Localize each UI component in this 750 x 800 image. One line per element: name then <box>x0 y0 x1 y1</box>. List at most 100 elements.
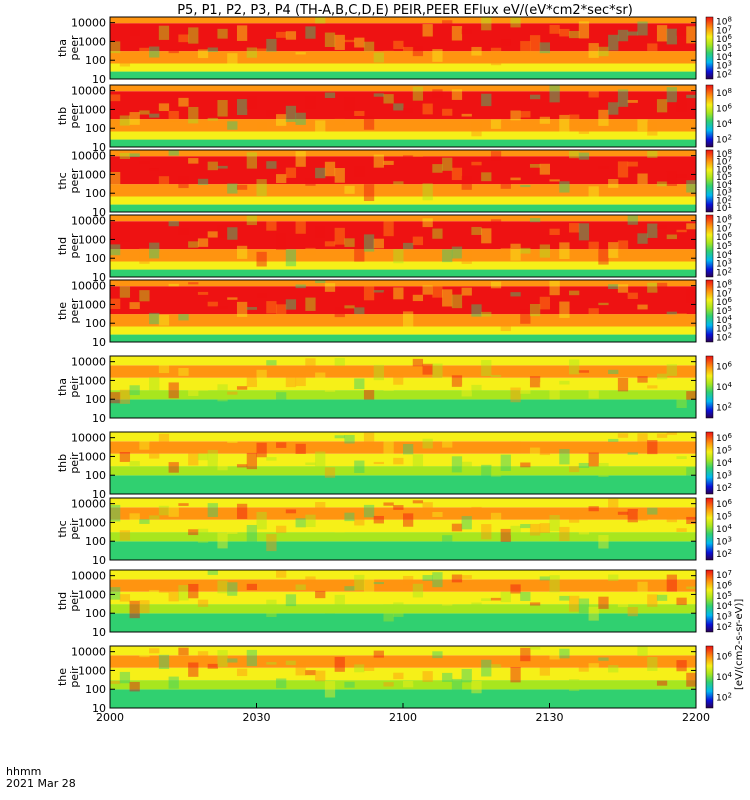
spectrogram-texture <box>158 252 170 259</box>
panel-frame <box>109 16 697 80</box>
spectrogram-texture <box>158 176 170 185</box>
spectrogram-texture <box>373 364 384 381</box>
spectrogram-texture <box>158 586 170 593</box>
spectrogram-band <box>110 475 696 494</box>
spectrogram-texture <box>266 662 277 665</box>
spectrogram-texture <box>246 47 257 58</box>
spectrogram-texture <box>246 376 257 388</box>
spectrogram-texture <box>520 184 531 188</box>
spectrogram-texture <box>608 574 619 581</box>
spectrogram-texture <box>129 112 140 125</box>
spectrogram-texture <box>617 89 629 107</box>
spectrogram-texture <box>246 215 257 226</box>
y-tick-label: 100 <box>85 607 106 620</box>
spectrogram-texture <box>588 506 599 512</box>
spectrogram-texture <box>403 155 414 160</box>
spectrogram-texture <box>451 523 463 532</box>
spectrogram-texture <box>656 225 668 229</box>
spectrogram-texture <box>344 586 355 591</box>
spectrogram-texture <box>305 178 316 186</box>
spectrogram-texture <box>324 92 336 98</box>
spectrogram-texture <box>627 31 638 36</box>
panel-species-label: peir <box>68 376 81 398</box>
colorbar <box>705 279 714 343</box>
spectrogram-texture <box>149 442 160 459</box>
spectrogram-texture <box>637 511 648 521</box>
spectrogram-texture <box>383 160 394 165</box>
colorbar <box>705 355 714 419</box>
spectrogram-texture <box>178 435 189 441</box>
panel-frame <box>109 569 697 633</box>
spectrogram-texture <box>422 575 433 581</box>
spectrogram-texture <box>168 505 179 517</box>
y-tick-label: 10 <box>92 336 106 349</box>
spectrogram-texture <box>110 587 121 600</box>
spectrogram-texture <box>334 168 345 183</box>
spectrogram-texture <box>354 37 365 48</box>
spectrogram-texture <box>578 598 590 614</box>
spectrogram-texture <box>666 364 677 376</box>
spectrogram-texture <box>139 519 150 524</box>
spectrogram-band <box>110 17 696 24</box>
spectrogram-texture <box>598 165 609 169</box>
spectrogram-texture <box>344 39 355 43</box>
spectrogram-texture <box>559 448 570 465</box>
spectrogram-texture <box>110 171 121 185</box>
spectrogram-band <box>110 432 696 442</box>
spectrogram-texture <box>490 119 502 129</box>
spectrogram-texture <box>315 120 326 137</box>
colorbar <box>705 16 714 80</box>
spectrogram-texture <box>471 680 482 694</box>
spectrogram-texture <box>461 175 472 190</box>
spectrogram-band <box>110 570 696 580</box>
spectrogram-texture <box>529 523 541 536</box>
spectrogram-texture <box>403 311 414 329</box>
spectrogram-texture <box>256 48 267 53</box>
spectrogram-texture <box>490 374 502 377</box>
spectrogram-band <box>110 498 696 508</box>
spectrogram-texture <box>383 682 394 687</box>
spectrogram-texture <box>647 507 658 515</box>
spectrogram-texture <box>647 150 658 158</box>
colorbar <box>705 645 714 709</box>
spectrogram-texture <box>686 586 697 589</box>
spectrogram-texture <box>578 462 590 468</box>
spectrogram-texture <box>578 528 590 535</box>
y-tick-label: 10000 <box>71 432 106 445</box>
spectrogram-texture <box>158 25 170 40</box>
spectrogram-texture <box>676 229 687 233</box>
spectrogram-texture <box>569 150 580 159</box>
spectrogram-texture <box>627 452 638 455</box>
spectrogram-band <box>110 269 696 277</box>
spectrogram-texture <box>344 97 355 112</box>
spectrogram-texture <box>569 466 580 473</box>
spectrogram-texture <box>578 281 590 286</box>
spectrogram-texture <box>383 94 394 104</box>
spectrogram-texture <box>119 54 131 67</box>
spectrogram-texture <box>305 358 316 371</box>
colorbar-tick-label: 105 <box>716 445 732 457</box>
spectrogram-texture <box>403 377 414 388</box>
y-tick-label: 1000 <box>78 664 106 677</box>
spectrogram-texture <box>129 600 140 619</box>
spectrogram-texture <box>344 305 355 309</box>
spectrogram-texture <box>559 28 570 37</box>
spectrogram-texture <box>442 108 453 116</box>
panel-frame <box>109 431 697 495</box>
spectrogram-band <box>110 613 696 632</box>
spectrogram-texture <box>188 662 199 677</box>
spectrogram-texture <box>178 314 189 321</box>
spectrogram-texture <box>363 389 375 400</box>
spectrogram-band <box>110 667 696 681</box>
spectrogram-texture <box>305 95 316 110</box>
spectrogram-texture <box>383 291 394 301</box>
spectrogram-texture <box>119 286 131 298</box>
spectrogram-texture <box>656 680 668 686</box>
spectrogram-texture <box>266 599 277 617</box>
spectrogram-texture <box>373 52 384 63</box>
y-tick-label: 10000 <box>71 215 106 228</box>
spectrogram-texture <box>481 172 492 182</box>
spectrogram-texture <box>256 677 267 680</box>
